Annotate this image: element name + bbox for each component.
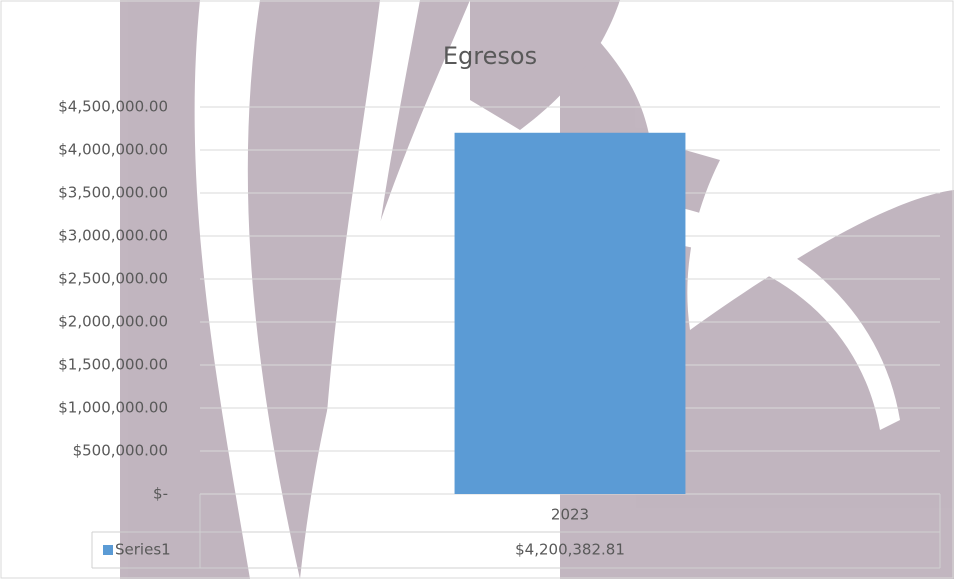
x-tick-label: 2023 bbox=[551, 506, 589, 524]
y-tick-label: $3,500,000.00 bbox=[58, 184, 168, 202]
chart-title: Egresos bbox=[443, 42, 537, 70]
y-tick-label: $2,500,000.00 bbox=[58, 270, 168, 288]
legend-key bbox=[103, 545, 113, 555]
y-tick-label: $3,000,000.00 bbox=[58, 227, 168, 245]
y-tick-label: $4,500,000.00 bbox=[58, 98, 168, 116]
y-tick-label: $1,500,000.00 bbox=[58, 356, 168, 374]
bar bbox=[454, 132, 686, 494]
y-tick-label: $- bbox=[153, 485, 168, 503]
y-tick-label: $4,000,000.00 bbox=[58, 141, 168, 159]
y-tick-label: $1,000,000.00 bbox=[58, 399, 168, 417]
y-tick-label: $500,000.00 bbox=[73, 442, 168, 460]
legend-label: Series1 bbox=[115, 541, 171, 559]
y-tick-label: $2,000,000.00 bbox=[58, 313, 168, 331]
data-table-value: $4,200,382.81 bbox=[515, 541, 625, 559]
